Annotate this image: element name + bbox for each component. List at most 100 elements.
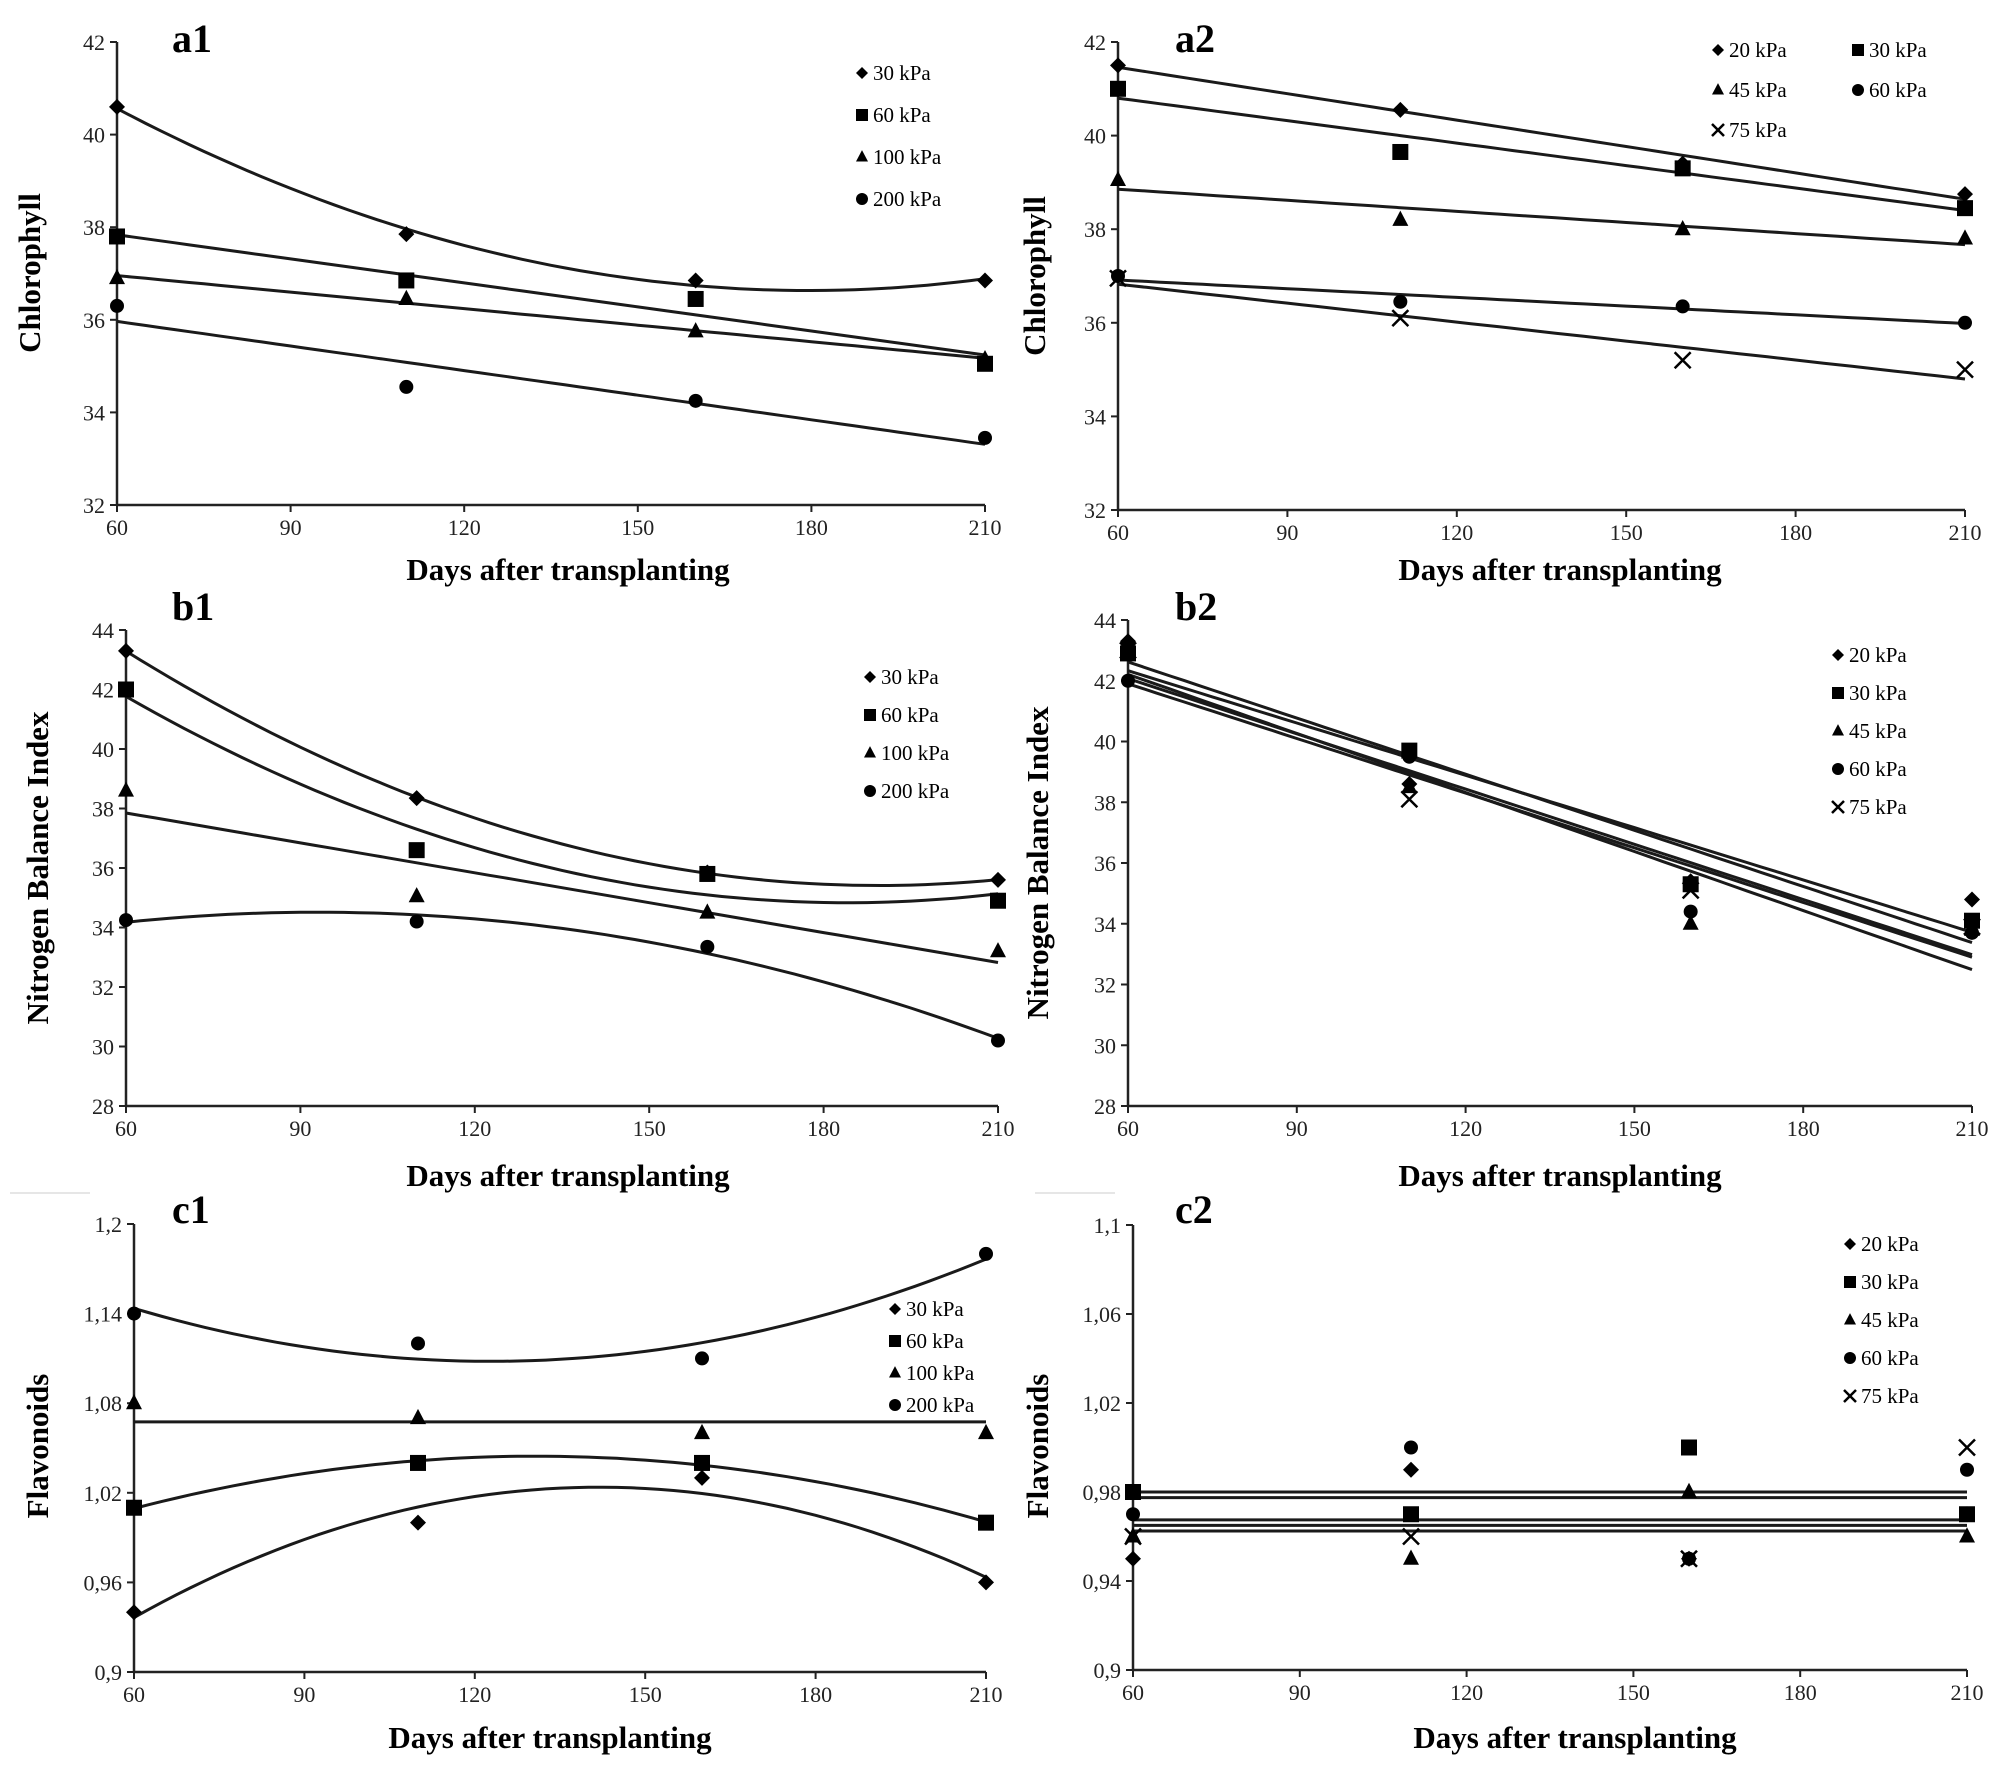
b2-y-axis-title: Nitrogen Balance Index	[1020, 706, 1055, 1019]
a1-point-30-kpa-160	[687, 272, 704, 289]
a1-y-tick-label: 40	[83, 123, 105, 148]
b2-y-tick-label: 34	[1094, 912, 1116, 937]
c1-point-30-kpa-110	[410, 1514, 426, 1531]
a2-x-tick-label: 90	[1276, 520, 1298, 545]
a2-x-tick-label: 60	[1107, 520, 1129, 545]
c1-y-tick-label: 1,08	[84, 1391, 123, 1416]
chart-a2: 32 34 36 38 40 42 60 90 120 150 180 210 a2 Days after…	[1017, 16, 1982, 587]
c1-legend-marker	[889, 1399, 901, 1411]
b1-x-tick-label: 120	[458, 1116, 491, 1141]
b2-trendline-75-kpa	[1127, 677, 1973, 957]
a2-y-tick-label: 40	[1084, 124, 1106, 149]
c1-x-tick-label: 120	[458, 1682, 491, 1707]
c2-y-tick-label: 0,9	[1094, 1658, 1122, 1683]
a2-x-tick-label: 180	[1779, 520, 1812, 545]
c1-trendline-200-kpa	[133, 1257, 987, 1363]
c2-point-45-kpa-160	[1681, 1482, 1697, 1498]
c2-legend-entry: 45 kPa	[1861, 1308, 1919, 1332]
b2-trendline-60-kpa	[1127, 682, 1973, 959]
a1-x-tick-label: 210	[969, 515, 1002, 540]
a1-legend-entry: 30 kPa	[873, 61, 931, 85]
a1-point-60-kpa-110	[398, 272, 415, 289]
b2-y-tick-label: 28	[1094, 1094, 1116, 1119]
a2-y-tick-label: 42	[1084, 30, 1106, 55]
b2-x-tick-label: 150	[1618, 1116, 1651, 1141]
c1-legend-entry: 100 kPa	[906, 1361, 975, 1385]
a1-x-tick-label: 90	[280, 515, 302, 540]
c1-y-tick-label: 0,96	[84, 1570, 123, 1595]
a2-legend-entry: 45 kPa	[1729, 78, 1787, 102]
c2-legend-marker	[1844, 1352, 1856, 1364]
b2-y-tick-label: 32	[1094, 973, 1116, 998]
a1-x-tick-label: 180	[795, 515, 828, 540]
a1-point-60-kpa-160	[687, 290, 704, 307]
c2-legend-marker	[1844, 1238, 1856, 1250]
chart-a1: 32 34 36 38 40 42 60 90 120 150 180 210 a1 Days after…	[12, 16, 1002, 587]
a2-trendline-60-kpa	[1117, 278, 1966, 325]
a2-y-tick-label: 34	[1084, 404, 1106, 429]
chart-c1: 0,9 0,96 1,02 1,08 1,14 1,2 60 90 120 150 180 210 c1…	[20, 1187, 1003, 1755]
b1-legend-entry: 60 kPa	[881, 703, 939, 727]
c2-panel-label: c2	[1175, 1187, 1213, 1232]
a1-point-200-kpa-60	[110, 298, 124, 313]
b1-y-tick-label: 30	[92, 1035, 114, 1060]
b1-trendline-60-kpa	[125, 695, 999, 905]
a2-legend-marker	[1712, 83, 1724, 95]
a2-y-tick-label: 38	[1084, 217, 1106, 242]
b2-trendline-30-kpa	[1127, 660, 1973, 945]
b2-point-75-kpa-210	[1963, 917, 1981, 936]
c1-point-30-kpa-210	[978, 1574, 994, 1591]
a2-point-60-kpa-160	[1675, 299, 1690, 314]
b1-legend-entry: 100 kPa	[881, 741, 950, 765]
b2-legend-marker	[1832, 687, 1844, 699]
a1-point-60-kpa-60	[109, 228, 125, 245]
b2-point-30-kpa-160	[1682, 876, 1699, 893]
b1-x-tick-label: 180	[807, 1116, 840, 1141]
a2-y-axis-title: Chlorophyll	[1017, 196, 1052, 356]
c1-point-200-kpa-210	[979, 1246, 993, 1261]
c2-y-tick-label: 1,1	[1094, 1213, 1122, 1238]
a2-point-75-kpa-60	[1109, 269, 1127, 288]
b1-y-tick-label: 38	[92, 797, 114, 822]
b1-point-60-kpa-60	[118, 681, 134, 698]
c2-legend-entry: 75 kPa	[1861, 1384, 1919, 1408]
a1-legend-entry: 200 kPa	[873, 187, 942, 211]
a2-trendline-30-kpa	[1117, 96, 1966, 212]
a1-point-200-kpa-110	[399, 379, 414, 394]
b2-legend-marker	[1832, 724, 1844, 736]
b1-legend-marker	[864, 785, 876, 797]
c1-point-200-kpa-60	[127, 1306, 141, 1321]
a1-trendline-30-kpa	[116, 107, 986, 292]
c2-x-tick-label: 120	[1450, 1680, 1483, 1705]
c1-point-60-kpa-110	[410, 1454, 426, 1471]
a1-point-200-kpa-210	[978, 430, 992, 445]
c1-point-60-kpa-60	[126, 1499, 142, 1516]
b1-point-30-kpa-110	[408, 790, 425, 807]
c1-legend-entry: 60 kPa	[906, 1329, 964, 1353]
a2-trendline-75-kpa	[1117, 282, 1966, 381]
b2-y-tick-label: 44	[1094, 608, 1116, 633]
c1-y-tick-label: 1,02	[84, 1481, 123, 1506]
b2-legend-entry: 20 kPa	[1849, 643, 1907, 667]
b1-point-60-kpa-110	[408, 842, 425, 859]
a1-x-tick-label: 150	[621, 515, 654, 540]
a2-point-45-kpa-210	[1957, 229, 1973, 245]
c2-point-60-kpa-60	[1126, 1507, 1140, 1522]
c1-point-30-kpa-160	[694, 1469, 710, 1486]
c2-point-20-kpa-60	[1125, 1550, 1141, 1567]
c2-point-30-kpa-60	[1125, 1484, 1141, 1500]
a2-legend-marker	[1852, 84, 1864, 96]
a1-x-tick-label: 120	[448, 515, 481, 540]
a1-point-30-kpa-60	[109, 98, 125, 115]
a2-legend-marker	[1852, 44, 1864, 56]
b1-point-200-kpa-210	[991, 1033, 1005, 1048]
c1-x-tick-label: 90	[293, 1682, 315, 1707]
c1-legend-entry: 200 kPa	[906, 1393, 975, 1417]
a1-point-100-kpa-160	[687, 322, 704, 338]
c2-y-tick-label: 1,06	[1083, 1302, 1122, 1327]
c1-y-tick-label: 0,9	[95, 1660, 123, 1685]
c2-x-tick-label: 210	[1951, 1680, 1984, 1705]
c2-point-75-kpa-160	[1680, 1549, 1698, 1568]
b1-legend-entry: 200 kPa	[881, 779, 950, 803]
a1-point-100-kpa-110	[398, 289, 415, 305]
